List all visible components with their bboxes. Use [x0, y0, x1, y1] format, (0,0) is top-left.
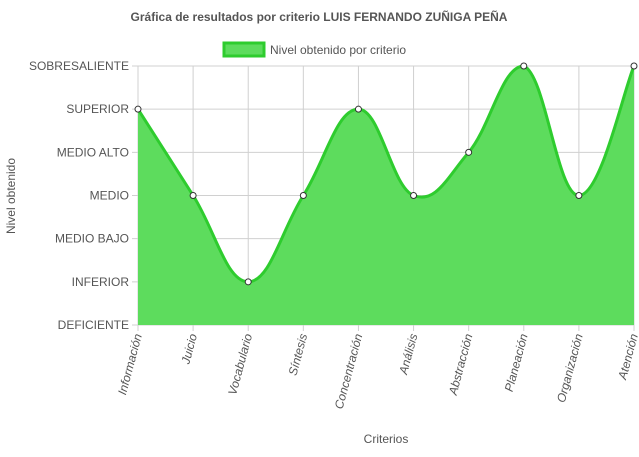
y-tick-label: MEDIO — [90, 189, 129, 203]
series-area-fill — [138, 66, 634, 325]
data-point-Abstracción[interactable] — [465, 148, 473, 156]
y-tick-label: MEDIO BAJO — [55, 232, 129, 246]
y-tick-label: SOBRESALIENTE — [29, 59, 129, 73]
y-tick-label: DEFICIENTE — [58, 318, 129, 332]
x-axis-ticks: Información Juicio Vocabulario Síntesis Conc… — [115, 332, 639, 411]
data-points — [134, 62, 638, 286]
x-tick-label: Vocabulario — [225, 332, 255, 397]
x-tick-label: Abstracción — [446, 332, 476, 397]
chart-title: Gráfica de resultados por criterio LUIS … — [131, 9, 508, 24]
data-point-Análisis[interactable] — [410, 192, 418, 199]
y-tick-label: SUPERIOR — [66, 102, 129, 116]
x-tick-label: Información — [115, 332, 145, 396]
data-point-Organización[interactable] — [575, 192, 583, 199]
y-tick-label: MEDIO ALTO — [57, 145, 129, 159]
data-point-Vocabulario[interactable] — [244, 278, 252, 286]
series-line — [136, 64, 636, 284]
legend-swatch — [222, 41, 266, 58]
data-point-Atención[interactable] — [630, 62, 638, 70]
x-tick-label: Síntesis — [286, 332, 311, 377]
x-tick-label: Planeación — [502, 332, 531, 393]
x-tick-label: Concentración — [332, 332, 366, 411]
x-tick-label: Organización — [554, 332, 586, 404]
legend[interactable]: Nivel obtenido por criterio — [222, 41, 406, 58]
y-tick-label: INFERIOR — [72, 275, 130, 289]
data-point-Planeación[interactable] — [520, 62, 528, 70]
y-axis-label: Nivel obtenido — [4, 158, 18, 234]
x-axis-label: Criterios — [364, 432, 409, 446]
legend-label: Nivel obtenido por criterio — [270, 43, 406, 57]
series-area — [136, 64, 636, 325]
x-tick-label: Análisis — [396, 332, 420, 377]
x-tick-label: Juicio — [178, 332, 200, 367]
data-point-Información[interactable] — [134, 105, 142, 113]
data-point-Juicio[interactable] — [189, 192, 197, 199]
y-axis-ticks: DEFICIENTE INFERIOR MEDIO BAJO MEDIO MEDIO A… — [29, 59, 129, 332]
data-point-Concentración[interactable] — [354, 105, 362, 113]
x-tick-label: Atención — [615, 332, 639, 382]
data-point-Síntesis[interactable] — [299, 192, 307, 199]
